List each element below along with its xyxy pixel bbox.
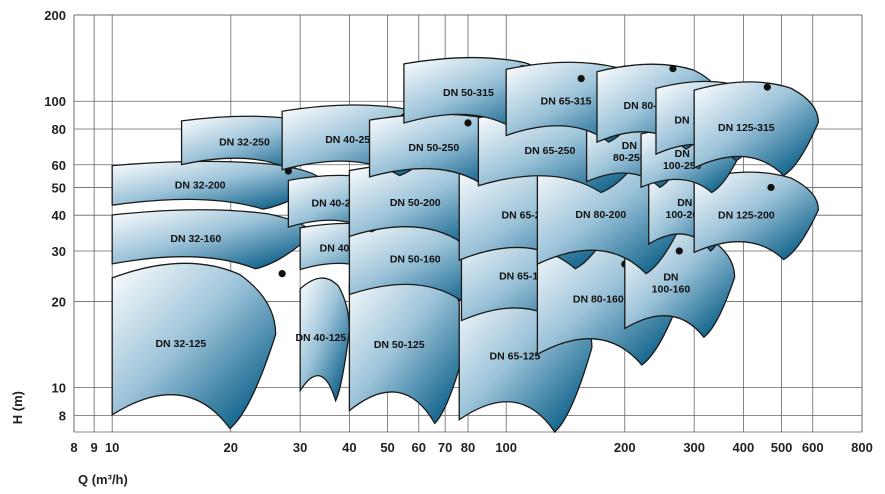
bep-marker: [675, 247, 683, 255]
bep-marker: [577, 74, 585, 83]
x-tick-label: 400: [733, 440, 755, 455]
pump-label: DN 32-160: [170, 233, 221, 245]
pump-region: DN 125-315: [693, 81, 820, 177]
x-tick-label: 40: [342, 440, 356, 455]
pump-label: DN 32-250: [219, 137, 270, 149]
pump-label: DN 50-160: [390, 253, 441, 265]
x-axis-label: Q (m³/h): [78, 472, 128, 487]
pump-label: 100-250: [663, 160, 702, 172]
y-tick-label: 40: [52, 208, 66, 223]
bep-marker: [763, 83, 771, 91]
y-tick-label: 30: [52, 244, 66, 259]
pump-label: DN 50-315: [443, 87, 494, 99]
pump-region: DN 40-125: [295, 277, 370, 403]
pump-label: DN 50-200: [390, 197, 441, 209]
pump-label: DN 80-160: [573, 293, 624, 305]
pump-region: DN 125-200: [693, 171, 820, 261]
pump-region: DN 32-160: [111, 209, 312, 270]
y-tick-label: 60: [52, 158, 66, 173]
pump-label: DN 32-125: [155, 338, 206, 350]
pump-region: DN 32-200: [111, 160, 323, 210]
pump-label: DN 125-315: [718, 122, 775, 134]
x-tick-label: 60: [412, 440, 426, 455]
x-tick-label: 20: [224, 440, 238, 455]
pump-label: DN: [677, 197, 692, 209]
bep-marker: [278, 270, 286, 278]
x-tick-label: 80: [461, 440, 475, 455]
pump-region: DN 32-125: [111, 262, 286, 430]
x-tick-label: 300: [683, 440, 705, 455]
x-tick-label: 200: [614, 440, 636, 455]
pump-label: DN 40-250: [325, 134, 376, 146]
x-tick-label: 70: [438, 440, 452, 455]
bep-marker: [464, 119, 472, 127]
y-tick-label: 50: [52, 180, 66, 195]
x-tick-label: 800: [851, 440, 873, 455]
pump-label: DN: [663, 272, 678, 284]
x-tick-label: 8: [70, 440, 77, 455]
x-tick-label: 30: [293, 440, 307, 455]
bep-marker: [669, 64, 677, 73]
pump-region-shape: [693, 171, 820, 261]
pump-label: DN 40-125: [295, 332, 346, 344]
pump-label: DN 80-200: [575, 209, 626, 221]
x-tick-label: 9: [91, 440, 98, 455]
pump-label: 80-250: [613, 152, 646, 164]
x-tick-label: 10: [105, 440, 119, 455]
y-tick-label: 8: [59, 408, 66, 423]
pump-label: DN: [675, 148, 690, 160]
pump-regions: DN 32-125 DN 40-125 DN 50-125 DN 65-125 DN 3…: [111, 56, 820, 433]
pump-label: 100-160: [652, 284, 691, 296]
pump-label: DN 32-200: [175, 179, 226, 191]
y-tick-label: 20: [52, 294, 66, 309]
pump-label: DN 50-125: [374, 339, 425, 351]
pump-label: DN: [622, 140, 637, 152]
pump-region-shape: [693, 81, 820, 177]
y-axis-label: H (m): [10, 391, 25, 424]
x-tick-label: 50: [380, 440, 394, 455]
pump-label: DN 125-200: [718, 209, 775, 221]
pump-label: DN 50-250: [408, 142, 459, 154]
x-tick-label: 600: [802, 440, 824, 455]
pump-region-shape: [111, 262, 277, 430]
pump-label: DN 65-250: [525, 145, 576, 157]
pump-label: DN 65-315: [541, 96, 592, 108]
x-tick-label: 500: [771, 440, 793, 455]
y-tick-label: 80: [52, 122, 66, 137]
bep-marker: [767, 183, 775, 192]
pump-region-shape: [299, 277, 351, 403]
y-tick-label: 200: [44, 8, 66, 23]
tick-labels: 8 9 10 20 30 40 50 60 70 80 100 200 300 400 500 600 8008…: [44, 8, 873, 455]
x-tick-label: 100: [495, 440, 517, 455]
y-tick-label: 10: [52, 381, 66, 396]
pump-label: DN 65-125: [490, 350, 541, 362]
plot-frame: [73, 14, 863, 433]
y-tick-label: 100: [44, 94, 66, 109]
